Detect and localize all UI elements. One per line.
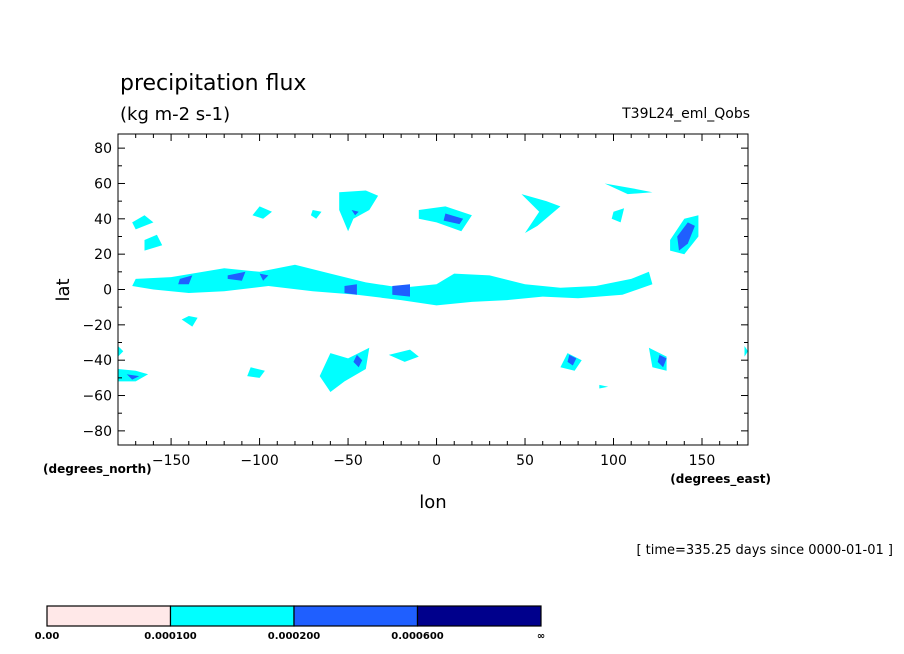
- colorbar-swatch: [46, 605, 172, 627]
- axis-ticks: [118, 134, 748, 445]
- x-tick-labels: −150 −100 −50 0 50 100 150: [152, 453, 715, 469]
- x-tick-label: −100: [240, 453, 278, 469]
- x-tick-label: −50: [333, 453, 363, 469]
- contour-region-level-2: [392, 284, 410, 297]
- y-tick-label: 20: [94, 247, 112, 263]
- contour-region-level-1: [132, 264, 653, 306]
- contour-region-level-1: [247, 367, 265, 378]
- x-axis-label: lon: [419, 492, 446, 513]
- x-tick-label: 0: [432, 453, 441, 469]
- contour-region-level-1: [118, 346, 124, 357]
- contour-region-level-1: [132, 215, 154, 230]
- contour-region-level-1: [744, 346, 748, 357]
- contour-region-level-2: [657, 354, 667, 368]
- contour-region-level-1: [118, 369, 149, 382]
- colorbar: 0.00 0.000100 0.000200 0.000600 ∞: [35, 605, 545, 642]
- contour-region-level-1: [611, 208, 625, 223]
- x-tick-label: 150: [689, 453, 716, 469]
- contour-region-level-2: [259, 273, 269, 281]
- colorbar-swatch: [293, 605, 419, 627]
- x-units-label: (degrees_east): [670, 472, 771, 487]
- y-tick-label: 80: [94, 141, 112, 157]
- y-tick-label: −20: [82, 318, 112, 334]
- contour-region-level-1: [310, 210, 322, 219]
- contour-region-level-2: [126, 374, 140, 380]
- y-tick-label: −40: [82, 353, 112, 369]
- y-tick-label: −80: [82, 424, 112, 440]
- contour-region-level-2: [178, 275, 193, 285]
- contour-fill-layer: [118, 183, 748, 392]
- contour-region-level-1: [388, 349, 419, 362]
- x-tick-label: −150: [152, 453, 190, 469]
- contour-region-level-2: [351, 210, 359, 216]
- contour-region-level-2: [227, 271, 246, 281]
- contour-region-level-2: [677, 222, 695, 251]
- contour-region-level-1: [604, 183, 653, 195]
- y-tick-label: 40: [94, 212, 112, 228]
- time-label: [ time=335.25 days since 0000-01-01 ]: [636, 543, 893, 558]
- x-tick-label: 100: [600, 453, 627, 469]
- y-units-label: (degrees_north): [43, 462, 152, 477]
- colorbar-label: 0.000100: [144, 631, 197, 642]
- contour-region-level-2: [353, 354, 363, 368]
- contour-region-level-1: [319, 347, 370, 392]
- colorbar-label: 0.00: [35, 631, 60, 642]
- contour-region-level-1: [181, 316, 198, 327]
- y-axis-label: lat: [53, 278, 74, 301]
- contour-region-level-1: [339, 190, 379, 232]
- colorbar-swatch: [169, 605, 295, 627]
- contour-region-level-1: [252, 206, 272, 219]
- contour-region-level-2: [567, 354, 577, 366]
- contour-region-level-1: [599, 384, 609, 389]
- y-tick-label: 0: [103, 283, 112, 299]
- y-tick-label: −60: [82, 389, 112, 405]
- contour-region-level-2: [443, 213, 464, 225]
- x-tick-label: 50: [516, 453, 534, 469]
- colorbar-label: 0.000200: [268, 631, 321, 642]
- contour-region-level-1: [144, 234, 163, 251]
- y-tick-label: 60: [94, 176, 112, 192]
- contour-region-level-2: [344, 284, 357, 295]
- dataset-label: T39L24_eml_Qobs: [621, 106, 750, 122]
- chart-title: precipitation flux: [120, 71, 306, 96]
- colorbar-end-label: ∞: [537, 631, 545, 642]
- colorbar-label: 0.000600: [391, 631, 444, 642]
- contour-region-level-1: [521, 194, 561, 233]
- colorbar-swatch: [416, 605, 542, 627]
- chart-subtitle: (kg m-2 s-1): [120, 104, 230, 125]
- y-tick-labels: 80 60 40 20 0 −20 −40 −60 −80: [82, 141, 112, 440]
